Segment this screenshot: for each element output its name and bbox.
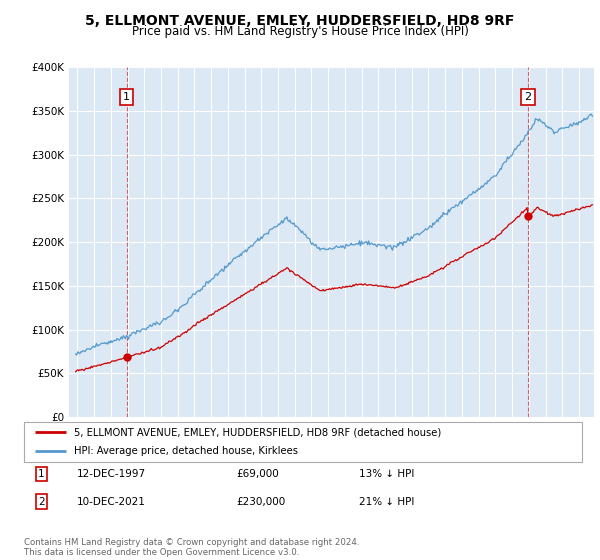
Text: 5, ELLMONT AVENUE, EMLEY, HUDDERSFIELD, HD8 9RF: 5, ELLMONT AVENUE, EMLEY, HUDDERSFIELD, …: [85, 14, 515, 28]
Text: £69,000: £69,000: [236, 469, 279, 479]
Text: Price paid vs. HM Land Registry's House Price Index (HPI): Price paid vs. HM Land Registry's House …: [131, 25, 469, 38]
Text: 1: 1: [38, 469, 44, 479]
Text: 5, ELLMONT AVENUE, EMLEY, HUDDERSFIELD, HD8 9RF (detached house): 5, ELLMONT AVENUE, EMLEY, HUDDERSFIELD, …: [74, 427, 442, 437]
Text: HPI: Average price, detached house, Kirklees: HPI: Average price, detached house, Kirk…: [74, 446, 298, 456]
Text: 2: 2: [524, 92, 532, 102]
Text: 10-DEC-2021: 10-DEC-2021: [77, 497, 146, 507]
Text: 13% ↓ HPI: 13% ↓ HPI: [359, 469, 414, 479]
Text: 12-DEC-1997: 12-DEC-1997: [77, 469, 146, 479]
FancyBboxPatch shape: [24, 422, 582, 462]
Text: £230,000: £230,000: [236, 497, 285, 507]
Text: 2: 2: [38, 497, 44, 507]
Text: 21% ↓ HPI: 21% ↓ HPI: [359, 497, 414, 507]
Text: 1: 1: [123, 92, 130, 102]
Text: Contains HM Land Registry data © Crown copyright and database right 2024.
This d: Contains HM Land Registry data © Crown c…: [24, 538, 359, 557]
